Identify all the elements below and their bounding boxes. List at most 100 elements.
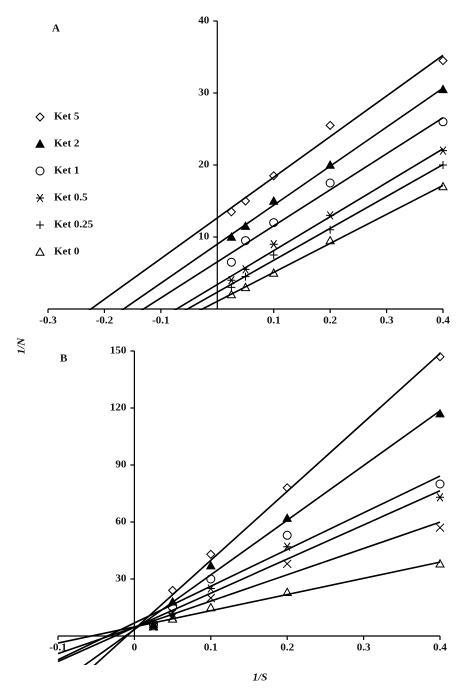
marker-part bbox=[35, 166, 45, 176]
marker-part bbox=[206, 574, 216, 584]
marker-part bbox=[35, 112, 45, 122]
y-tick-label: 30 bbox=[198, 87, 210, 99]
marker-part bbox=[241, 265, 250, 274]
marker-part bbox=[167, 613, 178, 623]
marker-part bbox=[226, 207, 237, 217]
marker-part bbox=[149, 620, 158, 630]
marker-part bbox=[227, 275, 236, 285]
marker bbox=[269, 239, 278, 249]
marker bbox=[282, 513, 293, 522]
y-tick-label: 90 bbox=[115, 459, 127, 471]
marker bbox=[206, 584, 215, 593]
marker-part bbox=[240, 221, 251, 230]
legend-marker bbox=[35, 166, 45, 176]
marker-part bbox=[438, 84, 448, 94]
marker bbox=[325, 159, 335, 169]
marker bbox=[282, 530, 292, 540]
marker-part bbox=[439, 161, 447, 169]
marker bbox=[205, 602, 216, 612]
marker-part bbox=[325, 120, 335, 131]
marker-part bbox=[438, 181, 448, 191]
marker-part bbox=[226, 257, 236, 267]
marker-part bbox=[226, 231, 237, 241]
y-axis-label: 1/N bbox=[16, 337, 28, 355]
marker-part bbox=[226, 289, 237, 299]
marker-part bbox=[439, 146, 447, 155]
marker bbox=[168, 608, 177, 618]
marker-part bbox=[167, 585, 178, 596]
legend-marker bbox=[35, 112, 45, 122]
marker bbox=[435, 351, 445, 362]
marker bbox=[227, 275, 236, 285]
x-tick-label: 0.4 bbox=[436, 315, 450, 327]
legend-marker bbox=[36, 221, 44, 229]
marker-part bbox=[282, 513, 293, 522]
marker-part bbox=[326, 225, 335, 234]
marker-part bbox=[283, 542, 292, 551]
legend-label: Ket 0.5 bbox=[54, 192, 88, 204]
marker-part bbox=[205, 560, 216, 570]
marker-part bbox=[206, 549, 216, 560]
legend-marker bbox=[35, 246, 45, 256]
marker-part bbox=[35, 138, 45, 148]
marker bbox=[326, 225, 335, 234]
panel-label: A bbox=[52, 23, 60, 35]
marker bbox=[149, 622, 158, 631]
marker-part bbox=[149, 622, 158, 631]
marker-part bbox=[435, 408, 445, 418]
marker-part bbox=[435, 558, 445, 568]
marker bbox=[435, 479, 445, 489]
fit-line bbox=[198, 184, 444, 310]
marker bbox=[282, 559, 292, 569]
marker bbox=[438, 55, 448, 66]
marker bbox=[226, 231, 237, 241]
marker-part bbox=[240, 196, 251, 206]
fit-line bbox=[83, 410, 441, 665]
marker bbox=[269, 171, 279, 181]
marker-part bbox=[438, 117, 448, 127]
marker-part bbox=[436, 493, 444, 502]
marker bbox=[435, 558, 445, 568]
marker-part bbox=[269, 171, 279, 181]
x-tick-label: -0.1 bbox=[49, 642, 66, 654]
marker bbox=[268, 195, 279, 205]
marker bbox=[439, 161, 447, 169]
legend-label: Ket 0 bbox=[54, 246, 80, 258]
marker bbox=[168, 603, 178, 612]
marker bbox=[325, 120, 335, 131]
plot-area bbox=[57, 352, 441, 665]
marker-part bbox=[326, 211, 335, 220]
marker-part bbox=[435, 351, 445, 362]
marker bbox=[435, 523, 445, 533]
y-tick-label: 150 bbox=[110, 345, 127, 357]
marker bbox=[226, 289, 237, 299]
y-tick-label: 20 bbox=[198, 159, 210, 171]
legend-label: Ket 5 bbox=[54, 111, 80, 123]
y-tick-label: 10 bbox=[198, 231, 210, 243]
marker bbox=[167, 596, 178, 606]
y-tick-label: 30 bbox=[115, 573, 127, 585]
marker bbox=[240, 196, 251, 206]
marker bbox=[240, 221, 251, 230]
marker bbox=[205, 560, 216, 570]
marker-part bbox=[269, 218, 279, 228]
legend-label: Ket 0.25 bbox=[54, 219, 94, 231]
marker bbox=[241, 265, 250, 274]
marker-part bbox=[435, 479, 445, 489]
marker bbox=[439, 146, 447, 155]
marker bbox=[269, 218, 279, 228]
x-tick-label: 0.3 bbox=[357, 642, 371, 654]
marker bbox=[206, 593, 216, 603]
marker-part bbox=[240, 282, 251, 292]
marker-part bbox=[205, 602, 216, 612]
marker bbox=[438, 84, 448, 94]
x-tick-label: 0 bbox=[132, 642, 138, 654]
marker-part bbox=[438, 55, 448, 66]
marker bbox=[206, 549, 216, 560]
marker-part bbox=[282, 587, 293, 596]
x-tick-label: 0.3 bbox=[380, 315, 394, 327]
marker-part bbox=[435, 523, 445, 533]
fit-line bbox=[140, 117, 444, 310]
legend-marker bbox=[35, 138, 45, 148]
marker bbox=[282, 587, 293, 596]
